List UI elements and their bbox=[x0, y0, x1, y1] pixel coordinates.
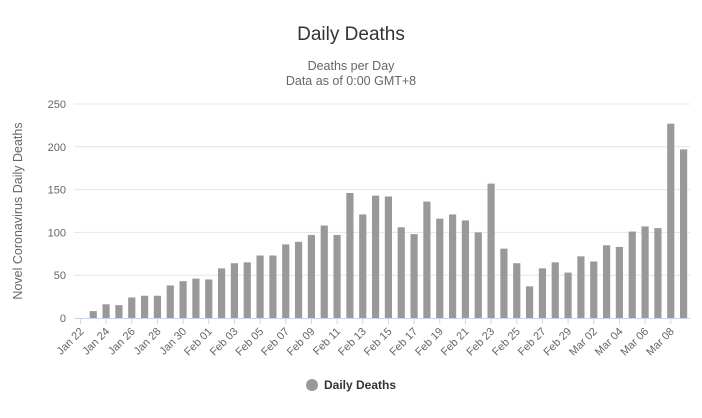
bar[interactable] bbox=[551, 262, 559, 318]
x-tick-label: Feb 05 bbox=[234, 326, 267, 359]
bar[interactable] bbox=[128, 297, 136, 318]
bar[interactable] bbox=[448, 214, 457, 318]
bar[interactable] bbox=[487, 183, 495, 318]
y-tick-label: 200 bbox=[48, 142, 66, 154]
bar[interactable] bbox=[89, 311, 97, 318]
bar[interactable] bbox=[230, 263, 239, 318]
x-tick-label: Mar 08 bbox=[644, 326, 677, 359]
bar[interactable] bbox=[384, 196, 393, 318]
x-tick-label: Mar 06 bbox=[619, 326, 652, 359]
x-tick-label: Jan 26 bbox=[106, 326, 138, 358]
bar[interactable] bbox=[500, 248, 508, 318]
chart-subtitle: Deaths per Day Data as of 0:00 GMT+8 bbox=[0, 59, 702, 89]
legend: Daily Deaths bbox=[0, 378, 702, 394]
bar[interactable] bbox=[641, 226, 649, 318]
y-tick-label: 250 bbox=[48, 99, 66, 111]
y-tick-label: 50 bbox=[54, 270, 66, 282]
y-tick-label: 100 bbox=[48, 227, 66, 239]
subtitle-line-1: Deaths per Day bbox=[307, 59, 395, 73]
y-tick-label: 0 bbox=[60, 313, 66, 325]
bar-series bbox=[89, 123, 688, 319]
legend-item-daily-deaths[interactable]: Daily Deaths bbox=[305, 378, 397, 392]
bar[interactable] bbox=[538, 268, 547, 318]
x-tick-label: Feb 19 bbox=[413, 326, 446, 359]
x-tick-label: Mar 04 bbox=[593, 326, 626, 359]
bar[interactable] bbox=[153, 295, 162, 318]
x-tick-label: Feb 23 bbox=[465, 326, 498, 359]
x-tick-label: Jan 22 bbox=[55, 326, 87, 358]
bar[interactable] bbox=[667, 123, 675, 318]
bar[interactable] bbox=[307, 234, 316, 318]
x-tick-label: Feb 17 bbox=[388, 326, 421, 359]
x-tick-label: Feb 03 bbox=[208, 326, 241, 359]
bar[interactable] bbox=[679, 149, 688, 318]
bar[interactable] bbox=[602, 245, 611, 318]
bar[interactable] bbox=[423, 201, 431, 318]
bar[interactable] bbox=[140, 295, 149, 318]
bar[interactable] bbox=[461, 220, 470, 318]
bar[interactable] bbox=[243, 262, 251, 318]
y-tick-labels: 0 50 100 150 200 250 bbox=[48, 99, 66, 325]
y-tick-label: 150 bbox=[48, 185, 66, 197]
bar[interactable] bbox=[590, 261, 598, 319]
bar[interactable] bbox=[166, 285, 174, 318]
y-axis-title: Novel Coronavirus Daily Deaths bbox=[11, 122, 25, 299]
y-gridlines bbox=[74, 103, 690, 276]
x-tick-label: Feb 15 bbox=[362, 326, 395, 359]
x-tick-label: Jan 24 bbox=[80, 326, 112, 358]
bar[interactable] bbox=[564, 272, 572, 318]
bar[interactable] bbox=[333, 234, 341, 318]
bar[interactable] bbox=[371, 195, 380, 318]
bar[interactable] bbox=[359, 214, 367, 318]
bar[interactable] bbox=[294, 241, 303, 318]
chart-title: Daily Deaths bbox=[297, 24, 405, 45]
bar[interactable] bbox=[179, 281, 187, 318]
bar[interactable] bbox=[410, 234, 418, 318]
bar[interactable] bbox=[474, 232, 482, 318]
x-tick-label: Feb 21 bbox=[439, 326, 472, 359]
bar[interactable] bbox=[115, 305, 123, 318]
bar[interactable] bbox=[269, 255, 277, 318]
bar[interactable] bbox=[577, 256, 585, 318]
legend-label: Daily Deaths bbox=[323, 378, 397, 392]
x-axis bbox=[74, 318, 690, 324]
legend-circle-icon bbox=[305, 379, 318, 391]
bar[interactable] bbox=[628, 231, 636, 318]
bar[interactable] bbox=[513, 263, 521, 318]
bar[interactable] bbox=[282, 244, 290, 318]
x-tick-label: Feb 25 bbox=[490, 326, 523, 359]
bar[interactable] bbox=[205, 279, 213, 318]
x-tick-label: Mar 02 bbox=[567, 326, 600, 359]
bar[interactable] bbox=[436, 218, 444, 318]
bar[interactable] bbox=[192, 278, 200, 318]
bar[interactable] bbox=[346, 193, 354, 318]
bar[interactable] bbox=[256, 255, 264, 318]
bar[interactable] bbox=[320, 225, 328, 318]
subtitle-line-2: Data as of 0:00 GMT+8 bbox=[285, 74, 417, 88]
x-tick-label: Jan 28 bbox=[132, 326, 164, 358]
bar[interactable] bbox=[397, 227, 405, 318]
x-tick-label: Feb 07 bbox=[259, 326, 292, 359]
x-tick-label: Feb 09 bbox=[285, 326, 318, 359]
bar[interactable] bbox=[615, 246, 624, 318]
bar[interactable] bbox=[102, 304, 110, 318]
bar[interactable] bbox=[654, 228, 662, 318]
bar[interactable] bbox=[217, 268, 226, 318]
x-tick-label: Feb 27 bbox=[516, 326, 549, 359]
x-tick-label: Feb 13 bbox=[336, 326, 369, 359]
bar[interactable] bbox=[525, 286, 534, 318]
x-tick-label: Feb 29 bbox=[542, 326, 575, 359]
x-tick-label: Feb 01 bbox=[182, 326, 215, 359]
